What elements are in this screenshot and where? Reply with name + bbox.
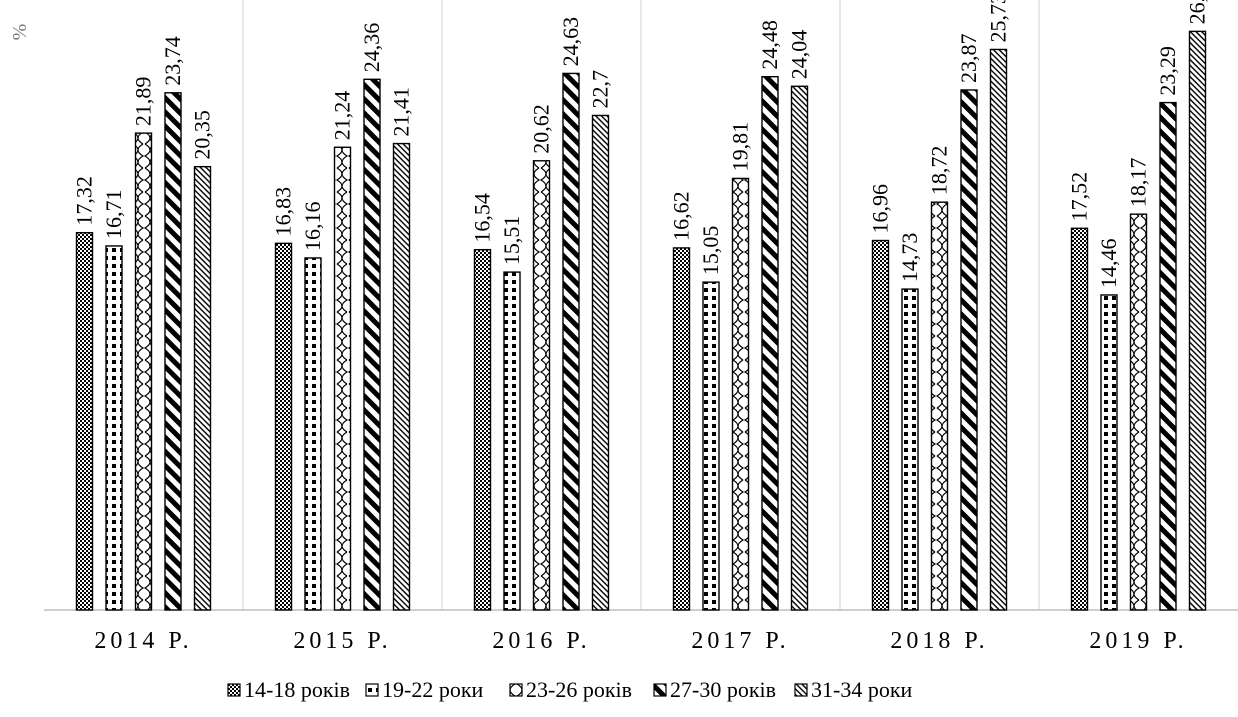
value-label: 26,56 (1185, 0, 1210, 24)
legend-swatch (365, 683, 379, 697)
value-label: 21,24 (330, 91, 355, 141)
category-label: 2016 Р. (492, 628, 590, 654)
value-label: 16,96 (868, 184, 893, 234)
legend-label: 19-22 роки (382, 677, 484, 702)
bar-5-6 (1188, 30, 1207, 611)
group-separators (242, 0, 1040, 610)
bar-5-4 (790, 85, 809, 611)
value-label: 20,35 (190, 110, 215, 160)
bar-4-3 (562, 72, 580, 611)
bar-3-6 (1129, 213, 1148, 611)
bars (75, 30, 1207, 611)
value-label: 16,16 (300, 201, 325, 251)
bar-4-5 (960, 89, 978, 611)
bar-5-3 (591, 114, 610, 611)
category-label: 2015 Р. (293, 628, 391, 654)
bar-5-1 (193, 165, 212, 611)
legend-label: 23-26 років (526, 677, 632, 702)
value-label: 19,81 (728, 122, 753, 172)
bar-2-6 (1100, 294, 1118, 611)
value-label: 16,71 (101, 189, 126, 239)
value-label: 15,51 (499, 216, 524, 266)
bar-2-5 (901, 288, 919, 611)
value-label: 23,87 (956, 33, 981, 83)
bar-4-4 (761, 75, 779, 611)
value-label: 18,17 (1126, 158, 1151, 208)
bar-2-4 (702, 281, 720, 611)
bar-3-1 (134, 132, 153, 611)
bar-1-6 (1070, 227, 1089, 611)
bar-1-4 (672, 247, 691, 611)
category-labels: 2014 Р. 2015 Р. 2016 Р. 2017 Р. 2018 Р. 2019 … (94, 628, 1187, 654)
category-label: 2014 Р. (94, 628, 192, 654)
bar-3-4 (731, 177, 750, 611)
bar-3-5 (930, 201, 949, 611)
bar-5-2 (392, 142, 411, 611)
value-label: 16,62 (669, 191, 694, 241)
bar-3-2 (333, 146, 352, 611)
legend-swatch (227, 683, 241, 697)
legend-label: 31-34 роки (811, 677, 913, 702)
bar-2-2 (304, 257, 322, 611)
value-label: 20,62 (529, 104, 554, 154)
y-unit-label: % (9, 24, 31, 41)
value-label: 14,46 (1096, 238, 1121, 288)
bar-2-3 (503, 271, 521, 611)
bar-1-3 (473, 248, 492, 611)
value-label: 24,04 (787, 30, 812, 80)
category-label: 2019 Р. (1089, 628, 1187, 654)
value-label: 17,52 (1067, 172, 1092, 222)
bar-4-6 (1159, 101, 1177, 611)
value-label: 17,32 (72, 176, 97, 226)
legend-swatch (509, 683, 523, 697)
value-label: 16,83 (271, 187, 296, 237)
bar-4-2 (363, 78, 381, 611)
value-label: 24,36 (359, 23, 384, 73)
value-label: 24,48 (757, 20, 782, 70)
value-label: 21,41 (389, 87, 414, 137)
legend-label: 14-18 років (244, 677, 350, 702)
value-label: 24,63 (558, 17, 583, 67)
category-label: 2018 Р. (890, 628, 988, 654)
bar-5-5 (989, 48, 1008, 611)
bar-1-2 (274, 242, 293, 611)
category-label: 2017 Р. (691, 628, 789, 654)
value-label: 23,29 (1155, 46, 1180, 96)
value-label: 18,72 (927, 146, 952, 196)
value-label: 25,73 (986, 0, 1011, 42)
bar-1-5 (871, 239, 890, 611)
bar-3-3 (532, 160, 551, 611)
legend-swatch (653, 683, 667, 697)
value-label: 16,54 (470, 193, 495, 243)
value-label: 23,74 (160, 36, 185, 86)
legend-swatch (794, 683, 808, 697)
legend: 14-18 років 19-22 роки 23-26 років 27-30 ро… (227, 677, 913, 702)
value-label: 14,73 (897, 233, 922, 283)
bar-4-1 (164, 92, 182, 611)
value-label: 15,05 (698, 226, 723, 276)
value-label: 22,7 (588, 70, 613, 109)
bar-1-1 (75, 231, 94, 611)
value-label: 21,89 (131, 77, 156, 127)
legend-label: 27-30 років (670, 677, 776, 702)
bar-2-1 (105, 245, 123, 611)
